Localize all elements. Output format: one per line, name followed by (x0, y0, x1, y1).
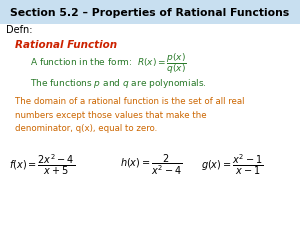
Text: $f(x) = \dfrac{2x^2 - 4}{x + 5}$: $f(x) = \dfrac{2x^2 - 4}{x + 5}$ (9, 152, 75, 177)
Text: A function in the form:  $R(x) = \dfrac{p(x)}{q(x)}$: A function in the form: $R(x) = \dfrac{p… (30, 51, 187, 76)
FancyBboxPatch shape (0, 0, 300, 24)
Text: Rational Function: Rational Function (15, 40, 117, 50)
Text: denominator, q(x), equal to zero.: denominator, q(x), equal to zero. (15, 124, 157, 133)
Text: Defn:: Defn: (6, 25, 32, 35)
Text: Section 5.2 – Properties of Rational Functions: Section 5.2 – Properties of Rational Fun… (11, 8, 290, 18)
Text: numbers except those values that make the: numbers except those values that make th… (15, 111, 207, 120)
Text: The functions $p$ and $q$ are polynomials.: The functions $p$ and $q$ are polynomial… (30, 77, 207, 90)
Text: $g(x) = \dfrac{x^2 - 1}{x - 1}$: $g(x) = \dfrac{x^2 - 1}{x - 1}$ (201, 152, 264, 177)
Text: The domain of a rational function is the set of all real: The domain of a rational function is the… (15, 97, 244, 106)
Text: $h(x) = \dfrac{2}{x^2 - 4}$: $h(x) = \dfrac{2}{x^2 - 4}$ (120, 152, 183, 177)
